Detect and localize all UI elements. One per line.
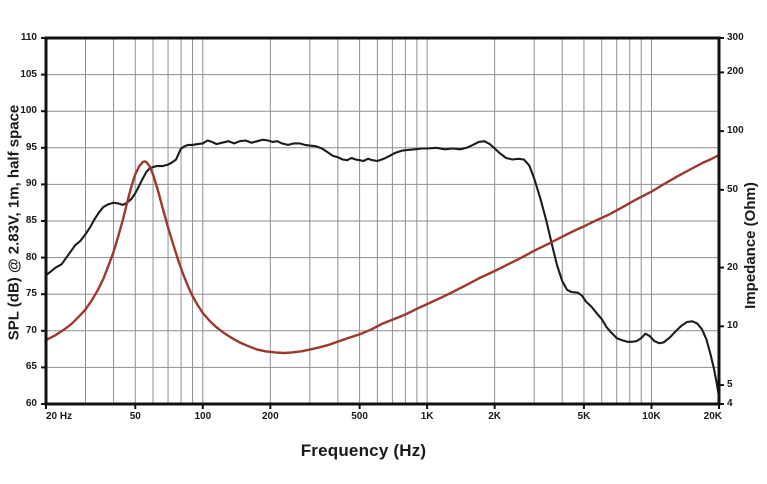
x-tick-label: 5K: [577, 411, 591, 422]
y-right-tick-label: 20: [727, 261, 739, 273]
impedance-curve: [44, 153, 721, 355]
y-right-tick-label: 100: [727, 125, 744, 137]
x-tick-label: 200: [261, 411, 279, 422]
y-left-tick-label: 85: [25, 215, 37, 226]
y-right-tick-label: 300: [727, 32, 744, 43]
x-tick-label: 20K: [703, 411, 722, 422]
x-tick-label: 10K: [642, 411, 661, 422]
y-right-tick-label: 50: [727, 183, 739, 195]
x-tick-label: 500: [351, 411, 368, 422]
y-left-tick-label: 105: [20, 68, 37, 80]
y-left-tick-label: 100: [20, 105, 37, 117]
x-tick-label: 2K: [488, 411, 502, 422]
impedance-axis-title: Impedance (Ohm): [741, 181, 759, 309]
y-left-tick-label: 95: [25, 141, 37, 153]
x-tick-label: 20 Hz: [46, 411, 73, 422]
x-tick-label: 100: [194, 411, 212, 422]
x-tick-label: 1K: [420, 411, 434, 422]
y-left-tick-label: 70: [25, 324, 37, 336]
frequency-axis-title: Frequency (Hz): [300, 441, 427, 460]
y-right-tick-label: 5: [727, 379, 733, 391]
y-left-tick-label: 60: [25, 398, 37, 409]
y-left-tick-label: 65: [25, 361, 37, 373]
y-left-tick-label: 75: [25, 288, 37, 300]
impedance-axis-title-wrap: Impedance (Ohm): [615, 182, 767, 309]
y-right-tick-label: 200: [727, 66, 744, 78]
y-left-tick-label: 110: [20, 32, 37, 43]
spl-curve: [44, 138, 721, 398]
y-left-tick-label: 80: [25, 251, 37, 263]
y-right-tick-label: 4: [727, 398, 733, 409]
x-tick-label: 50: [129, 411, 141, 422]
y-right-tick-label: 10: [727, 320, 739, 332]
y-left-tick-label: 90: [25, 178, 37, 190]
